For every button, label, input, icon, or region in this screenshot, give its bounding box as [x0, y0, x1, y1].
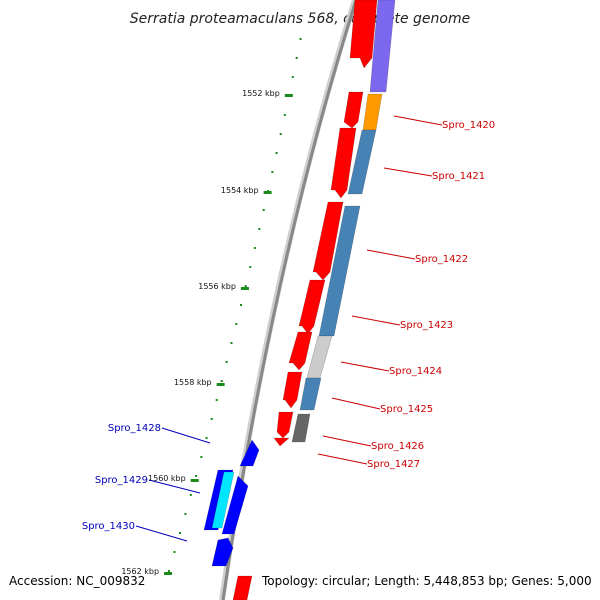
ruler-dot: [291, 76, 294, 78]
label-leader-line: [322, 435, 372, 447]
ruler-dot: [258, 228, 261, 230]
cds-gene-steelblue: [347, 129, 377, 195]
ruler-dot: [189, 494, 192, 496]
label-leader-line: [366, 249, 416, 260]
label-leader-line: [393, 115, 443, 126]
ruler-dot: [230, 342, 233, 344]
ruler-dot: [240, 304, 243, 306]
cds-gene-blue: [239, 439, 260, 467]
label-leader-line: [351, 315, 401, 326]
cds-gene-red: [288, 331, 313, 371]
ruler-dot: [235, 323, 238, 325]
accession-text: Accession: NC_009832: [9, 574, 146, 588]
gene-label: Spro_1426: [371, 441, 424, 452]
ruler-dot: [225, 361, 228, 363]
ruler-dot: [271, 171, 274, 173]
label-leader-line: [161, 427, 211, 444]
cds-gene-red: [343, 91, 364, 129]
label-leader-line: [148, 479, 201, 494]
ruler-dot: [205, 437, 208, 439]
ruler-dot: [210, 418, 213, 420]
ruler-dot: [184, 513, 187, 515]
ruler-dot: [279, 133, 282, 135]
ruler-dot: [220, 380, 223, 382]
cds-gene-purple: [369, 0, 396, 93]
gene-label: Spro_1424: [389, 366, 442, 377]
gene-label: Spro_1423: [400, 320, 453, 331]
feature-tracks: [203, 0, 396, 600]
gene-label: Spro_1420: [442, 120, 495, 131]
cds-gene-red: [273, 437, 290, 447]
tick-label: 1556 kbp: [198, 282, 236, 291]
ruler-dot: [275, 152, 278, 154]
ruler-dot: [195, 475, 198, 477]
tick-label: 1562 kbp: [121, 567, 159, 576]
ruler-tick: [284, 94, 293, 97]
ruler-dot: [295, 57, 298, 59]
label-leader-line: [340, 361, 390, 372]
ruler-dot: [249, 266, 252, 268]
ruler-tick: [216, 383, 225, 386]
cds-gene-darkgray: [291, 413, 311, 443]
gene-label: Spro_1429: [95, 475, 148, 486]
cds-gene-red: [349, 0, 378, 69]
cds-gene-steelblue: [318, 205, 361, 337]
ruler-dot: [167, 570, 170, 572]
cds-gene-lightgray: [306, 335, 333, 379]
cds-gene-blue: [221, 475, 249, 535]
gene-label: Spro_1428: [108, 423, 161, 434]
gene-label: Spro_1422: [415, 254, 468, 265]
ruler-tick: [190, 479, 199, 482]
kbp-ruler: 1552 kbp 1554 kbp 1556 kbp 1558 kbp 1560 kbp…: [121, 38, 302, 576]
cds-gene-orange: [362, 93, 383, 131]
ruler-dot: [244, 285, 247, 287]
ruler-dot: [262, 209, 265, 211]
gene-label: Spro_1427: [367, 459, 420, 470]
tick-label: 1552 kbp: [242, 89, 280, 98]
label-leader-line: [383, 167, 433, 177]
ruler-dot: [299, 38, 302, 40]
genome-summary-text: Topology: circular; Length: 5,448,853 bp…: [262, 574, 592, 588]
ruler-tick: [263, 191, 272, 194]
ruler-tick: [164, 572, 173, 575]
gene-label: Spro_1421: [432, 171, 485, 182]
cds-gene-red: [330, 127, 357, 199]
gene-label: Spro_1430: [82, 521, 135, 532]
tick-label: 1560 kbp: [148, 474, 186, 483]
label-leader-line: [331, 397, 381, 410]
ruler-dot: [200, 456, 203, 458]
ruler-dot: [283, 114, 286, 116]
gene-label: Spro_1425: [380, 404, 433, 415]
cds-gene-red: [276, 411, 294, 439]
label-leader-line: [135, 525, 188, 542]
cds-gene-steelblue: [299, 377, 322, 411]
tick-label: 1554 kbp: [221, 186, 259, 195]
tick-label: 1558 kbp: [174, 378, 212, 387]
ruler-dot: [215, 399, 218, 401]
cds-gene-red: [282, 371, 303, 409]
label-leader-line: [317, 453, 368, 465]
ruler-dot: [173, 551, 176, 553]
cds-gene-cyan: [211, 471, 235, 529]
cds-gene-blue: [211, 537, 234, 567]
cds-gene-red: [232, 575, 253, 600]
ruler-dot: [178, 532, 181, 534]
ruler-tick: [240, 287, 249, 290]
gene-labels: Spro_1420 Spro_1421 Spro_1422 Spro_1423 Spro…: [82, 115, 495, 542]
genome-title: Serratia proteamaculans 568, complete ge…: [130, 11, 470, 27]
ruler-dot: [253, 247, 256, 249]
